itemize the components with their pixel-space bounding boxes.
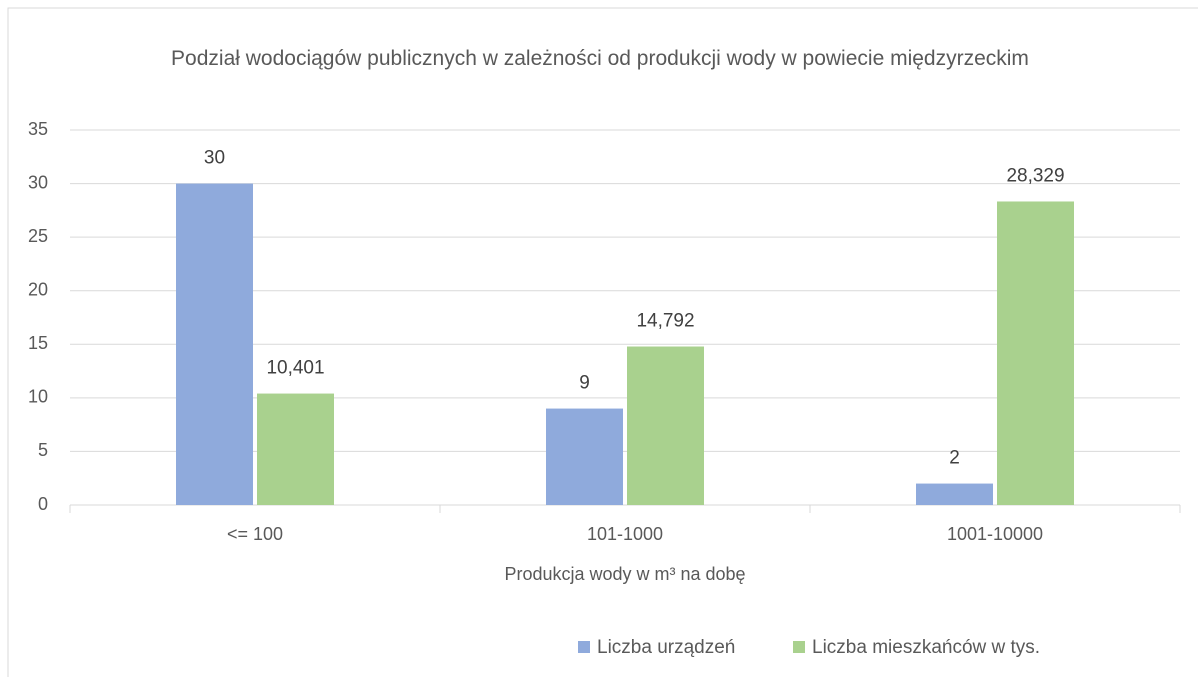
bar: [176, 183, 253, 506]
legend-label: Liczba mieszkańców w tys.: [812, 637, 1040, 658]
bar: [257, 393, 334, 505]
y-tick-label: 10: [28, 387, 48, 407]
legend-label: Liczba urządzeń: [597, 637, 735, 658]
y-tick-label: 0: [38, 494, 48, 514]
y-tick-label: 15: [28, 333, 48, 353]
bar: [546, 408, 623, 505]
bar: [997, 201, 1074, 505]
bar: [627, 346, 704, 505]
y-tick-label: 25: [28, 226, 48, 246]
data-label: 10,401: [266, 358, 324, 379]
x-tick-label: 1001-10000: [947, 524, 1043, 544]
x-tick-label: 101-1000: [587, 524, 663, 544]
data-label: 9: [579, 373, 590, 394]
data-label: 14,792: [636, 311, 694, 332]
data-label: 30: [204, 148, 225, 169]
y-tick-label: 5: [38, 440, 48, 460]
y-tick-label: 30: [28, 172, 48, 192]
chart-title: Podział wodociągów publicznych w zależno…: [171, 47, 1029, 70]
bar: [916, 483, 993, 505]
x-tick-label: <= 100: [227, 524, 283, 544]
x-axis-label: Produkcja wody w m³ na dobę: [504, 564, 745, 584]
legend-swatch: [578, 641, 590, 653]
y-tick-label: 20: [28, 279, 48, 299]
chart-border: [7, 7, 1198, 677]
data-label: 2: [949, 448, 960, 469]
data-label: 28,329: [1006, 165, 1064, 186]
y-tick-label: 35: [28, 119, 48, 139]
legend-swatch: [793, 641, 805, 653]
